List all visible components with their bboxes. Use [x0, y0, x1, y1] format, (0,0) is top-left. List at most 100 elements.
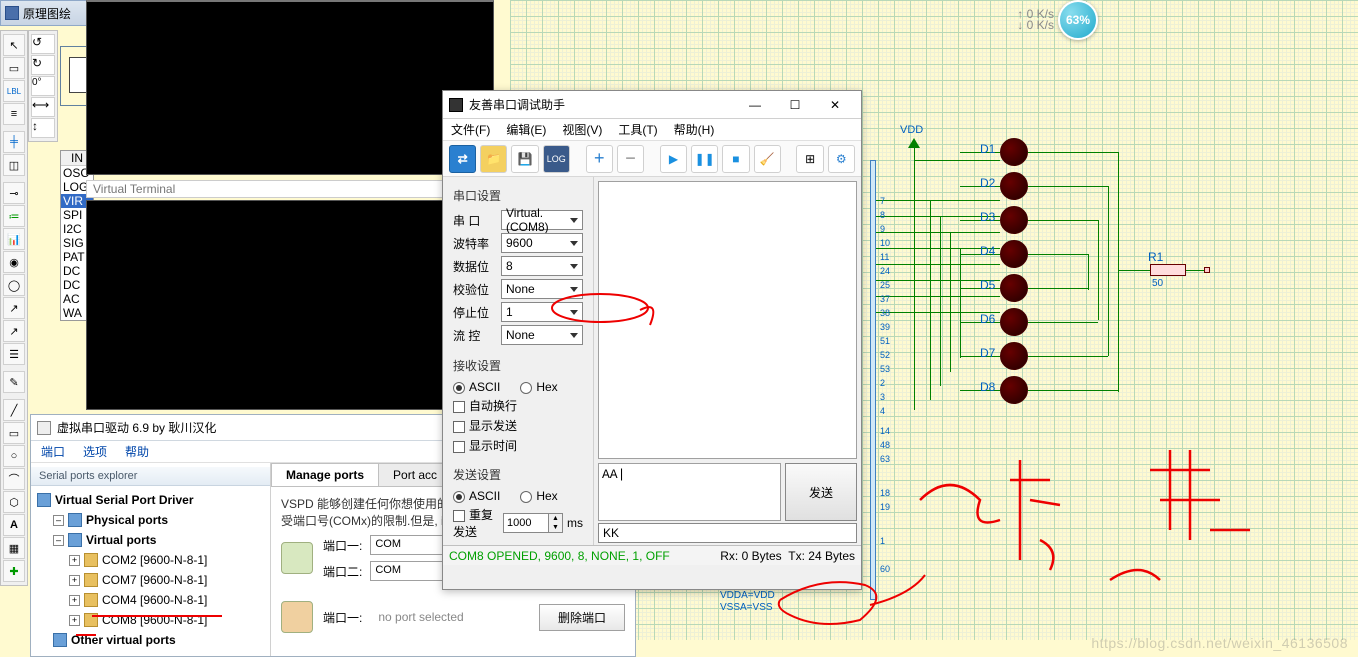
- tool-component[interactable]: ▭: [3, 57, 25, 79]
- tb-open[interactable]: 📁: [480, 145, 507, 173]
- tx-settings-title: 发送设置: [453, 466, 583, 483]
- menu-view[interactable]: 视图(V): [562, 121, 602, 138]
- repeat-send-check[interactable]: 重复发送: [453, 506, 499, 540]
- repeat-interval-spinner[interactable]: ▲▼: [503, 513, 563, 533]
- tool-edit[interactable]: ✎: [3, 371, 25, 393]
- tree-com2[interactable]: +COM2 [9600-N-8-1]: [37, 550, 264, 570]
- minimize-button[interactable]: —: [735, 94, 775, 116]
- led-d1: [1000, 138, 1028, 166]
- tool-pointer[interactable]: ↖: [3, 34, 25, 56]
- tool-flip-v[interactable]: ↕: [31, 118, 55, 138]
- tree-com8[interactable]: +COM8 [9600-N-8-1]: [37, 610, 264, 630]
- led-d8: [1000, 376, 1028, 404]
- menu-port[interactable]: 端口: [41, 443, 65, 460]
- tb-connect[interactable]: ⇄: [449, 145, 476, 173]
- tb-add[interactable]: +: [586, 145, 613, 173]
- menu-file[interactable]: 文件(F): [451, 121, 490, 138]
- tool-generator[interactable]: ◯: [3, 274, 25, 296]
- led-label-d4: D4: [980, 244, 995, 258]
- tool-text-a[interactable]: A: [3, 514, 25, 536]
- tx-hex-radio[interactable]: Hex: [520, 489, 557, 503]
- serial-debug-window: 友善串口调试助手 — ☐ ✕ 文件(F) 编辑(E) 视图(V) 工具(T) 帮…: [442, 90, 862, 590]
- baud-select[interactable]: 9600: [501, 233, 583, 253]
- flow-select[interactable]: None: [501, 325, 583, 345]
- led-label-d3: D3: [980, 210, 995, 224]
- tool-bus[interactable]: ╪: [3, 131, 25, 153]
- tool-path[interactable]: ⬡: [3, 491, 25, 513]
- send-button[interactable]: 发送: [785, 463, 857, 521]
- close-button[interactable]: ✕: [815, 94, 855, 116]
- tool-terminal[interactable]: ⊸: [3, 182, 25, 204]
- tx-ascii-radio[interactable]: ASCII: [453, 489, 500, 503]
- tree-com4[interactable]: +COM4 [9600-N-8-1]: [37, 590, 264, 610]
- tb-save[interactable]: 💾: [511, 145, 538, 173]
- tool-wire-label[interactable]: LBL: [3, 80, 25, 102]
- tree-virtual[interactable]: –Virtual ports: [37, 530, 264, 550]
- tool-text[interactable]: ≡: [3, 103, 25, 125]
- tool-line[interactable]: ╱: [3, 399, 25, 421]
- rx-display[interactable]: [598, 181, 857, 459]
- tab-port-acc[interactable]: Port acc: [378, 463, 452, 486]
- pair1-label-2: 端口一:: [323, 609, 362, 626]
- wire: [914, 148, 915, 160]
- red-underline-com8: [76, 634, 96, 636]
- tree-com7[interactable]: +COM7 [9600-N-8-1]: [37, 570, 264, 590]
- tool-tape[interactable]: ◉: [3, 251, 25, 273]
- proteus-tool-column-1: ↖ ▭ LBL ≡ ╪ ◫ ⊸ ≔ 📊 ◉ ◯ ↗ ↗ ☰ ✎ ╱ ▭ ○ ⌒ …: [0, 30, 28, 586]
- tb-settings-gear[interactable]: ⚙: [828, 145, 855, 173]
- menu-help[interactable]: 帮助(H): [674, 121, 715, 138]
- tb-expand[interactable]: ⊞: [796, 145, 823, 173]
- tool-circle[interactable]: ○: [3, 445, 25, 467]
- terminal-window-2[interactable]: [86, 200, 494, 410]
- terminal-window-1[interactable]: [86, 0, 494, 175]
- tab-manage-ports[interactable]: Manage ports: [271, 463, 379, 486]
- parity-select[interactable]: None: [501, 279, 583, 299]
- tool-instruments[interactable]: ☰: [3, 343, 25, 365]
- vdda-label: VDDA=VDD: [720, 590, 775, 601]
- tb-stop[interactable]: ■: [722, 145, 749, 173]
- menu-help[interactable]: 帮助: [125, 443, 149, 460]
- tool-rect[interactable]: ▭: [3, 422, 25, 444]
- tb-clear[interactable]: 🧹: [754, 145, 781, 173]
- menu-tools[interactable]: 工具(T): [618, 121, 657, 138]
- led-label-d8: D8: [980, 380, 995, 394]
- menu-options[interactable]: 选项: [83, 443, 107, 460]
- tool-flip-h[interactable]: ⟷: [31, 97, 55, 117]
- rx-hex-radio[interactable]: Hex: [520, 380, 557, 394]
- rx-opt-showtime[interactable]: 显示时间: [453, 437, 517, 454]
- tool-rotate-ccw[interactable]: ↺: [31, 34, 55, 54]
- tb-log[interactable]: LOG: [543, 145, 570, 173]
- databits-select[interactable]: 8: [501, 256, 583, 276]
- tool-rotate-cw[interactable]: ↻: [31, 55, 55, 75]
- tool-pin[interactable]: ≔: [3, 205, 25, 227]
- maximize-button[interactable]: ☐: [775, 94, 815, 116]
- red-underline-com4: [92, 615, 222, 617]
- tool-subcircuit[interactable]: ◫: [3, 154, 25, 176]
- tree-root[interactable]: Virtual Serial Port Driver: [37, 490, 264, 510]
- port-select[interactable]: Virtual. (COM8): [501, 210, 583, 230]
- pair-add-icon: [281, 542, 313, 574]
- tx-input[interactable]: AA|: [598, 463, 781, 521]
- watermark: https://blog.csdn.net/weixin_46136508: [1091, 635, 1348, 651]
- tb-remove[interactable]: −: [617, 145, 644, 173]
- tree-other[interactable]: Other virtual ports: [37, 630, 264, 650]
- tool-symbol[interactable]: ▦: [3, 537, 25, 559]
- tool-probe-i[interactable]: ↗: [3, 320, 25, 342]
- tool-arc[interactable]: ⌒: [3, 468, 25, 490]
- tb-play[interactable]: ▶: [660, 145, 687, 173]
- serial-titlebar[interactable]: 友善串口调试助手 — ☐ ✕: [443, 91, 861, 119]
- tool-marker[interactable]: ✚: [3, 560, 25, 582]
- led-label-d6: D6: [980, 312, 995, 326]
- tool-probe-v[interactable]: ↗: [3, 297, 25, 319]
- menu-edit[interactable]: 编辑(E): [506, 121, 546, 138]
- tb-pause[interactable]: ❚❚: [691, 145, 718, 173]
- tool-angle[interactable]: 0°: [31, 76, 55, 96]
- delete-port-button[interactable]: 删除端口: [539, 604, 625, 631]
- tool-graph[interactable]: 📊: [3, 228, 25, 250]
- rx-ascii-radio[interactable]: ASCII: [453, 380, 500, 394]
- stopbits-select[interactable]: 1: [501, 302, 583, 322]
- kk-select[interactable]: KK: [598, 523, 857, 543]
- rx-opt-wrap[interactable]: 自动换行: [453, 397, 517, 414]
- rx-opt-showsend[interactable]: 显示发送: [453, 417, 517, 434]
- tree-physical[interactable]: –Physical ports: [37, 510, 264, 530]
